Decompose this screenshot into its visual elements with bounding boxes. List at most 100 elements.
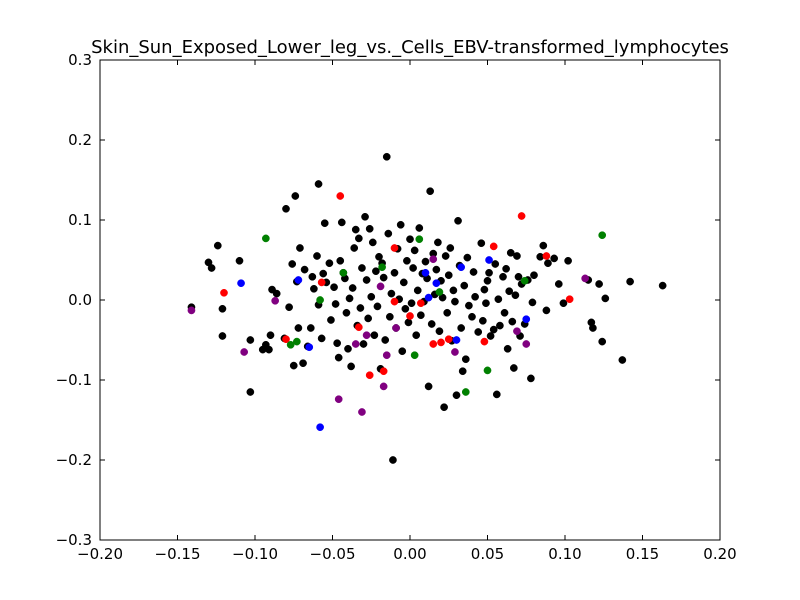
data-point	[305, 343, 314, 352]
data-point	[310, 284, 318, 293]
data-point	[539, 241, 548, 250]
data-point	[506, 248, 515, 257]
data-point	[265, 345, 273, 354]
data-point	[331, 300, 340, 308]
data-point	[451, 348, 459, 356]
data-point	[409, 264, 417, 272]
data-point	[452, 336, 461, 344]
data-point	[479, 316, 487, 325]
data-point	[589, 324, 597, 332]
x-tick-label: 0.20	[703, 545, 736, 563]
data-point	[451, 297, 459, 306]
x-tick-label: −0.15	[155, 545, 201, 563]
data-point	[350, 244, 359, 252]
data-point	[378, 263, 386, 272]
data-point	[348, 284, 357, 292]
data-point	[317, 278, 326, 287]
data-point	[440, 403, 448, 412]
data-point	[382, 152, 391, 161]
data-point	[444, 335, 453, 344]
data-point	[468, 312, 476, 321]
data-point	[306, 324, 315, 332]
data-point	[351, 225, 360, 234]
data-point	[528, 298, 537, 307]
data-point	[480, 337, 489, 346]
data-point	[266, 331, 275, 340]
data-point	[522, 315, 531, 324]
data-point	[406, 312, 414, 320]
data-point	[376, 282, 385, 291]
data-point	[355, 234, 363, 243]
data-point	[379, 367, 388, 376]
data-point	[207, 264, 216, 272]
y-tick-label: 0.0	[68, 291, 92, 309]
data-point	[272, 289, 281, 298]
data-point	[461, 388, 470, 396]
data-point	[336, 256, 345, 265]
y-tick-label: 0.1	[68, 211, 92, 229]
data-point	[565, 295, 574, 304]
data-point	[246, 336, 255, 344]
data-point	[351, 340, 360, 348]
data-point	[362, 331, 371, 340]
data-point	[262, 234, 270, 243]
data-point	[415, 224, 424, 232]
data-point	[542, 252, 551, 260]
data-point	[317, 334, 326, 343]
data-point	[559, 299, 568, 308]
data-point	[421, 268, 430, 277]
data-point	[300, 265, 309, 274]
data-point	[496, 321, 504, 330]
data-point	[358, 408, 366, 416]
data-point	[626, 277, 634, 286]
x-tick-label: −0.10	[232, 545, 278, 563]
data-point	[520, 276, 529, 285]
data-point	[344, 344, 352, 353]
data-point	[503, 344, 512, 353]
data-point	[434, 238, 442, 247]
data-point	[469, 268, 478, 276]
data-point	[499, 272, 507, 281]
data-point	[437, 338, 445, 347]
data-point	[410, 246, 419, 255]
data-point	[387, 289, 396, 298]
data-point	[390, 297, 399, 306]
data-point	[500, 308, 509, 317]
data-point	[424, 293, 433, 302]
data-point	[522, 340, 531, 348]
data-point	[465, 301, 473, 310]
data-point	[286, 340, 295, 349]
data-point	[333, 339, 341, 348]
data-point	[485, 268, 493, 277]
data-point	[365, 371, 374, 380]
data-point	[598, 337, 607, 346]
data-point	[480, 285, 489, 294]
x-tick-label: 0.10	[548, 545, 581, 563]
data-point	[489, 242, 498, 251]
x-tick-label: 0.15	[626, 545, 659, 563]
data-point	[362, 276, 371, 284]
data-point	[336, 192, 345, 200]
data-point	[511, 291, 520, 300]
data-point	[658, 281, 667, 290]
data-point	[271, 296, 279, 305]
data-point	[337, 218, 346, 227]
data-point	[187, 306, 196, 315]
data-point	[299, 359, 307, 368]
data-point	[581, 274, 590, 283]
data-point	[492, 390, 501, 399]
data-point	[421, 257, 430, 266]
y-tick-label: 0.2	[68, 131, 92, 149]
data-point	[285, 303, 293, 312]
data-point	[379, 273, 388, 282]
data-point	[246, 388, 255, 396]
data-point	[401, 304, 410, 313]
data-point	[282, 335, 290, 344]
data-point	[457, 324, 465, 332]
data-point	[477, 239, 486, 248]
data-point	[460, 281, 469, 290]
data-point	[342, 308, 351, 317]
data-point	[334, 395, 343, 404]
data-point	[443, 308, 452, 317]
